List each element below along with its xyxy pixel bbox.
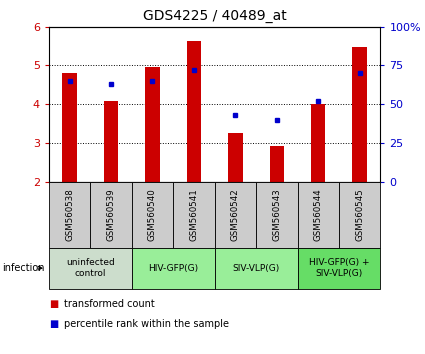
Text: SIV-VLP(G): SIV-VLP(G) <box>232 264 280 273</box>
Text: percentile rank within the sample: percentile rank within the sample <box>64 319 229 329</box>
Bar <box>215 248 298 289</box>
Bar <box>352 47 367 182</box>
Text: GSM560544: GSM560544 <box>314 189 323 241</box>
Bar <box>132 248 215 289</box>
Text: HIV-GFP(G): HIV-GFP(G) <box>148 264 198 273</box>
Bar <box>339 182 380 248</box>
Text: transformed count: transformed count <box>64 299 155 309</box>
Bar <box>215 182 256 248</box>
Title: GDS4225 / 40489_at: GDS4225 / 40489_at <box>143 9 286 23</box>
Text: ■: ■ <box>49 319 58 329</box>
Bar <box>298 248 380 289</box>
Text: HIV-GFP(G) +
SIV-VLP(G): HIV-GFP(G) + SIV-VLP(G) <box>309 258 369 278</box>
Bar <box>104 101 118 182</box>
Bar <box>49 182 90 248</box>
Text: uninfected
control: uninfected control <box>66 258 115 278</box>
Text: GSM560545: GSM560545 <box>355 189 364 241</box>
Text: GSM560543: GSM560543 <box>272 189 281 241</box>
Bar <box>132 182 173 248</box>
Bar <box>228 133 243 182</box>
Bar <box>173 182 215 248</box>
Bar <box>256 182 298 248</box>
Text: GSM560541: GSM560541 <box>190 189 198 241</box>
Bar <box>298 182 339 248</box>
Text: GSM560542: GSM560542 <box>231 189 240 241</box>
Text: GSM560538: GSM560538 <box>65 189 74 241</box>
Bar <box>62 73 77 182</box>
Text: GSM560539: GSM560539 <box>107 189 116 241</box>
Bar <box>49 248 132 289</box>
Bar <box>311 104 326 182</box>
Bar <box>90 182 132 248</box>
Bar <box>187 41 201 182</box>
Text: ■: ■ <box>49 299 58 309</box>
Bar <box>269 146 284 182</box>
Text: infection: infection <box>2 263 45 273</box>
Bar <box>145 67 160 182</box>
Text: GSM560540: GSM560540 <box>148 189 157 241</box>
